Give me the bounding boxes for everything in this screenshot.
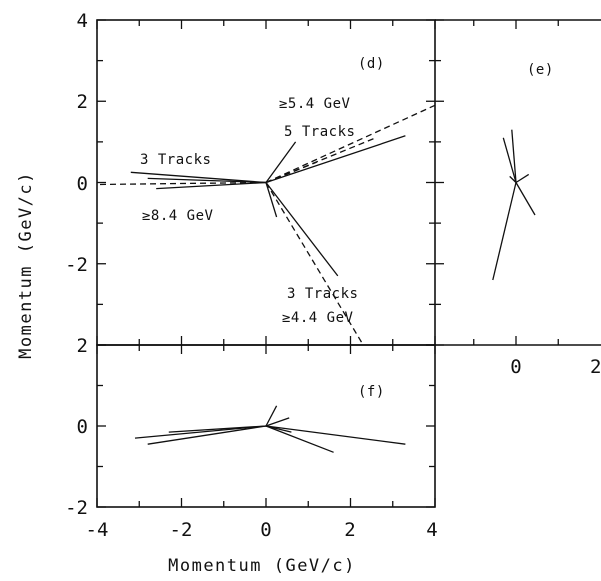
track-d-0 [130,171,267,184]
annotation-left-jet-energy: ≥8.4 GeV [142,208,214,224]
y-tick-label-f-2: 2 [77,335,88,357]
track-f-4 [265,425,334,453]
x-axis-label: Momentum (GeV/c) [168,556,356,576]
annotation-lower-jet-tracks: 3 Tracks [287,286,358,302]
annotation-left-jet-tracks: 3 Tracks [140,152,211,168]
axes-frames [96,19,601,508]
x-tick-label-2: 2 [344,519,355,541]
tick-marks [96,19,559,508]
panel-e-frame [435,19,601,346]
track-d-4 [265,141,297,183]
track-d-10 [265,182,339,277]
panel-e-label: (e) [527,62,554,78]
y-tick-label-f-0: 0 [77,416,88,438]
panel-f-label: (f) [358,384,385,400]
y-tick-label-d-4: 4 [77,10,88,32]
track-e-1 [511,129,517,183]
track-d-3 [96,181,267,186]
track-f-1 [147,425,267,445]
x-tick-label-neg2: -2 [170,519,193,541]
track-d-2 [156,181,267,190]
x-tick-label-4: 4 [426,519,437,541]
track-d-11 [265,182,364,346]
track-d-6 [265,104,436,184]
track-e-3 [515,182,536,216]
track-d-1 [147,177,267,184]
y-tick-label-d-neg2: -2 [65,254,88,276]
panel-d-tracks [96,104,436,346]
track-f-2 [168,425,267,433]
e-x-tick-label-2: 2 [590,356,601,378]
track-f-6 [265,405,278,427]
track-e-5 [509,175,517,183]
track-e-0 [492,182,517,281]
track-d-9 [265,182,278,218]
e-x-tick-label-0: 0 [510,356,521,378]
y-tick-label-d-2: 2 [77,91,88,113]
track-f-3 [265,425,406,445]
x-tick-label-neg4: -4 [86,519,109,541]
y-tick-label-d-0: 0 [77,173,88,195]
annotation-right-jet-tracks: 5 Tracks [284,124,355,140]
track-e-4 [515,173,530,184]
track-e-2 [502,137,517,183]
track-d-5 [265,135,406,184]
x-tick-label-0: 0 [260,519,271,541]
track-d-8 [265,161,317,184]
panel-d-label: (d) [358,56,385,72]
annotation-lower-jet-energy: ≥4.4 GeV [282,310,354,326]
panel-e-tracks [492,129,536,281]
annotation-right-jet-energy: ≥5.4 GeV [279,96,351,112]
panel-f-tracks [134,405,406,453]
track-f-7 [265,417,290,427]
y-axis-label: Momentum (GeV/c) [16,171,36,359]
y-tick-label-f-neg2: -2 [65,497,88,519]
track-f-5 [265,425,292,433]
